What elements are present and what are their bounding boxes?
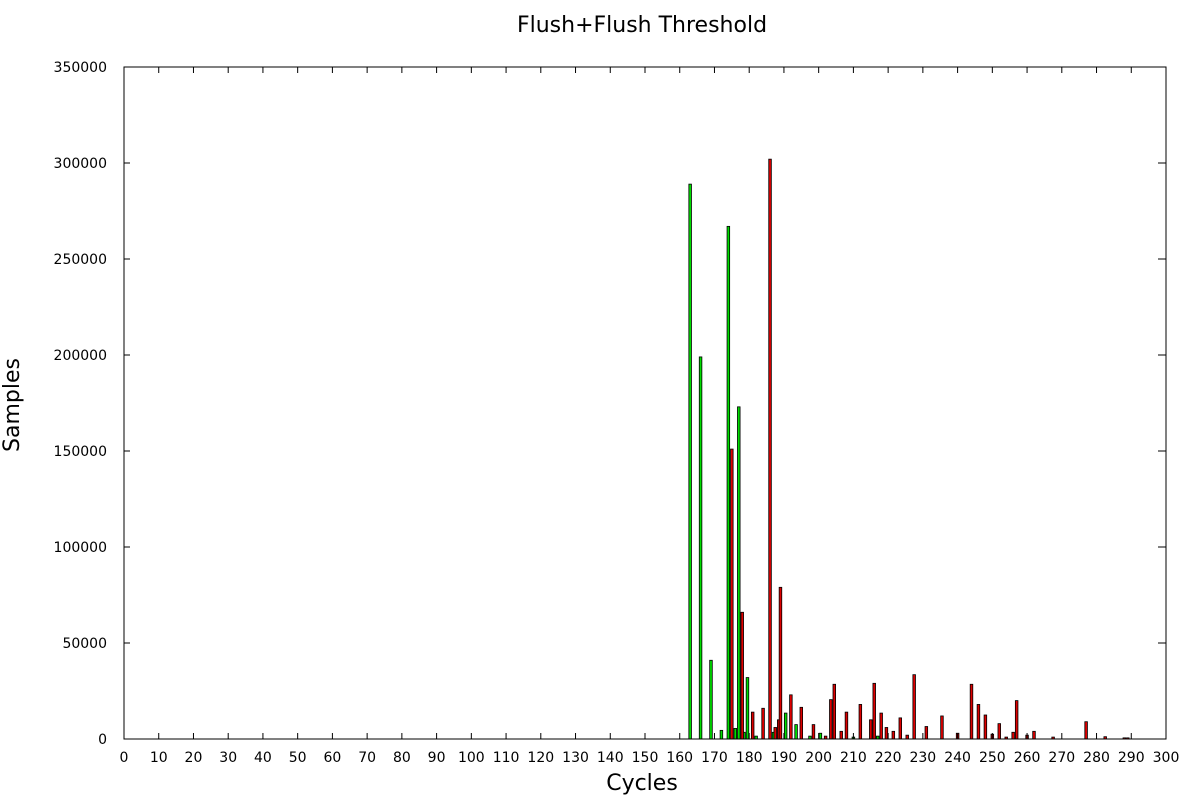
bar-series0-3 <box>719 729 724 740</box>
bar-series1-18 <box>872 682 876 740</box>
axis-ticks-group: 0 10 20 30 40 50 60 70 80 90 100 110 120 130 140 150 160… <box>54 60 1180 766</box>
y-tick-label: 100000 <box>54 540 107 556</box>
x-tick-label: 280 <box>1083 750 1110 766</box>
x-tick-label: 220 <box>875 750 902 766</box>
bar-series0-8 <box>745 677 750 740</box>
chart-title: Flush+Flush Threshold <box>517 13 767 38</box>
x-tick-label: 70 <box>358 750 376 766</box>
y-tick-label: 0 <box>98 732 107 748</box>
y-tick-label: 250000 <box>54 252 107 268</box>
bar-series1-9 <box>799 706 803 740</box>
x-tick-label: 10 <box>150 750 168 766</box>
bar-series0-1 <box>698 356 703 740</box>
bar-series1-21 <box>891 730 896 740</box>
bar-series1-24 <box>912 674 916 740</box>
x-tick-label: 20 <box>185 750 203 766</box>
bar-series1-1 <box>740 611 744 740</box>
y-tick-label: 200000 <box>54 348 107 364</box>
bar-series0-0 <box>688 183 692 740</box>
bar-series1-32 <box>997 723 1001 740</box>
x-tick-label: 150 <box>632 750 659 766</box>
x-tick-label: 130 <box>562 750 589 766</box>
bar-series1-17 <box>869 719 873 740</box>
y-tick-label: 300000 <box>54 156 107 172</box>
x-tick-label: 120 <box>527 750 554 766</box>
x-tick-label: 30 <box>219 750 237 766</box>
x-tick-label: 110 <box>493 750 520 766</box>
bar-series1-10 <box>811 724 816 740</box>
x-tick-label: 260 <box>1014 750 1041 766</box>
bar-series1-14 <box>839 730 843 740</box>
x-tick-label: 60 <box>323 750 341 766</box>
plot-frame <box>123 66 1167 740</box>
x-tick-label: 270 <box>1048 750 1075 766</box>
bar-series1-25 <box>924 726 929 740</box>
bar-series1-4 <box>768 158 772 740</box>
x-tick-label: 290 <box>1118 750 1145 766</box>
bar-series1-35 <box>1014 700 1019 740</box>
bar-series0-14 <box>818 732 823 740</box>
bar-series0-6 <box>737 406 741 740</box>
y-axis-label: Samples <box>0 358 25 452</box>
y-tick-label: 150000 <box>54 444 107 460</box>
x-tick-label: 50 <box>289 750 307 766</box>
x-tick-label: 230 <box>909 750 936 766</box>
bar-series0-4 <box>726 225 731 740</box>
bar-series1-30 <box>983 714 988 740</box>
x-tick-label: 0 <box>120 750 129 766</box>
bar-series1-22 <box>898 717 902 740</box>
x-tick-label: 100 <box>458 750 485 766</box>
bar-series1-20 <box>884 727 889 740</box>
x-tick-label: 190 <box>771 750 798 766</box>
y-tick-label: 350000 <box>54 60 107 76</box>
bar-series1-8 <box>789 694 793 740</box>
bar-series1-34 <box>1011 731 1015 740</box>
bar-series1-23 <box>905 734 909 740</box>
bar-series1-13 <box>832 683 836 740</box>
bar-series1-15 <box>844 711 849 740</box>
bar-series0-5 <box>733 728 738 740</box>
x-tick-label: 80 <box>393 750 411 766</box>
bar-series1-19 <box>879 712 883 740</box>
bar-series1-28 <box>969 683 974 740</box>
x-tick-label: 40 <box>254 750 272 766</box>
bar-series-group <box>688 158 1130 740</box>
bar-series1-29 <box>976 704 981 740</box>
x-tick-label: 250 <box>979 750 1006 766</box>
x-axis-label: Cycles <box>606 771 678 796</box>
x-tick-label: 240 <box>944 750 971 766</box>
bar-series1-16 <box>858 704 863 740</box>
bar-series1-7 <box>778 586 783 740</box>
x-tick-label: 160 <box>666 750 693 766</box>
bar-series1-3 <box>761 707 765 740</box>
bar-series0-12 <box>794 724 798 740</box>
x-tick-label: 210 <box>840 750 867 766</box>
bar-series1-0 <box>730 448 734 740</box>
x-tick-label: 170 <box>701 750 728 766</box>
x-tick-label: 180 <box>736 750 763 766</box>
x-tick-label: 90 <box>428 750 446 766</box>
bar-series1-5 <box>773 727 777 740</box>
bar-series1-37 <box>1032 730 1036 740</box>
bar-series0-2 <box>709 659 713 740</box>
bar-series1-39 <box>1084 721 1088 740</box>
bar-series1-12 <box>829 699 833 740</box>
bar-series1-26 <box>940 715 944 740</box>
y-tick-label: 50000 <box>62 636 107 652</box>
x-tick-label: 300 <box>1153 750 1180 766</box>
x-tick-label: 140 <box>597 750 624 766</box>
bar-series0-11 <box>783 712 788 740</box>
bar-series1-2 <box>750 711 755 740</box>
x-tick-label: 200 <box>805 750 832 766</box>
